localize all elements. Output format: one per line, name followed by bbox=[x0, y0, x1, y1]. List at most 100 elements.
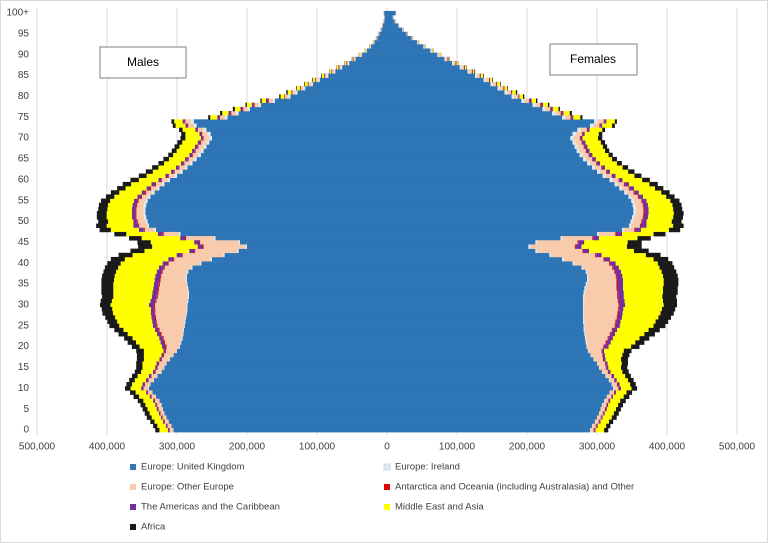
female-bar bbox=[632, 219, 642, 224]
male-bar bbox=[197, 244, 203, 249]
female-bar bbox=[645, 252, 661, 258]
male-bar bbox=[146, 390, 148, 395]
male-bar bbox=[174, 119, 183, 124]
male-bar bbox=[161, 352, 164, 358]
female-bar bbox=[596, 161, 597, 166]
female-bar bbox=[387, 256, 562, 262]
female-bar bbox=[387, 336, 586, 341]
female-bar bbox=[634, 190, 639, 195]
female-bar bbox=[591, 352, 603, 358]
female-bar bbox=[610, 256, 654, 262]
female-bar bbox=[618, 386, 622, 391]
female-bar bbox=[605, 361, 606, 366]
male-bar bbox=[144, 227, 155, 233]
female-bar bbox=[615, 231, 617, 237]
female-bar bbox=[599, 365, 606, 370]
female-bar bbox=[387, 223, 630, 229]
male-bar bbox=[232, 106, 235, 112]
male-bar bbox=[98, 206, 108, 212]
male-bar bbox=[157, 373, 387, 379]
female-bar bbox=[561, 110, 564, 116]
female-bar bbox=[653, 323, 666, 329]
legend-swatch bbox=[130, 464, 136, 470]
male-bar bbox=[171, 169, 174, 174]
male-bar bbox=[187, 306, 387, 312]
male-bar bbox=[153, 398, 155, 404]
male-bar bbox=[157, 231, 163, 237]
male-bar bbox=[162, 415, 163, 420]
male-bar bbox=[198, 152, 201, 158]
male-bar bbox=[156, 315, 186, 320]
male-bar bbox=[135, 215, 137, 220]
female-bar bbox=[600, 123, 603, 128]
female-bar bbox=[641, 219, 643, 224]
male-bar bbox=[124, 386, 131, 391]
male-bar bbox=[158, 281, 160, 287]
female-bar bbox=[432, 48, 434, 53]
male-bar bbox=[182, 119, 185, 124]
male-bar bbox=[155, 306, 187, 312]
male-bar bbox=[145, 169, 153, 174]
male-bar bbox=[168, 156, 186, 162]
male-bar bbox=[180, 340, 182, 345]
male-bar bbox=[142, 382, 145, 387]
male-bar bbox=[155, 273, 161, 279]
male-bar bbox=[338, 65, 339, 70]
female-bar bbox=[619, 302, 626, 308]
females-box bbox=[549, 43, 638, 76]
male-bar bbox=[154, 302, 187, 308]
female-bar bbox=[657, 261, 673, 266]
male-bar bbox=[203, 136, 210, 141]
female-bar bbox=[595, 427, 605, 433]
male-bar bbox=[156, 402, 158, 408]
male-bar bbox=[157, 365, 158, 370]
female-bar bbox=[598, 136, 603, 141]
female-bar bbox=[589, 248, 634, 254]
female-bar bbox=[387, 348, 588, 354]
female-bar bbox=[387, 252, 550, 258]
male-bar bbox=[384, 19, 387, 24]
female-bar bbox=[387, 390, 610, 395]
male-bar bbox=[146, 215, 387, 220]
female-bar bbox=[614, 390, 615, 395]
female-bar bbox=[603, 357, 606, 362]
male-bar bbox=[145, 382, 151, 387]
male-bar bbox=[179, 231, 181, 237]
male-bar bbox=[184, 323, 185, 329]
female-bar bbox=[589, 152, 593, 158]
female-bar bbox=[633, 198, 642, 204]
female-bar bbox=[613, 411, 619, 416]
male-bar bbox=[143, 211, 146, 216]
male-bar bbox=[136, 365, 143, 370]
female-bar bbox=[605, 365, 607, 370]
male-bar bbox=[231, 110, 237, 116]
female-bar bbox=[587, 281, 617, 287]
male-bar bbox=[196, 156, 387, 162]
female-bar bbox=[653, 256, 669, 262]
male-bar bbox=[319, 77, 387, 83]
female-bar bbox=[611, 373, 615, 379]
female-bar bbox=[673, 211, 684, 216]
female-bar bbox=[387, 411, 600, 416]
male-bar bbox=[247, 106, 250, 112]
female-bar bbox=[387, 373, 606, 379]
female-bar bbox=[604, 348, 624, 354]
male-bar bbox=[234, 106, 241, 112]
female-bar bbox=[387, 319, 583, 324]
male-bar bbox=[203, 244, 246, 249]
male-bar bbox=[119, 190, 142, 195]
female-bar bbox=[615, 261, 658, 266]
male-bar bbox=[106, 215, 132, 220]
male-bar bbox=[200, 136, 203, 141]
male-bar bbox=[139, 394, 150, 400]
male-bar bbox=[209, 140, 387, 145]
x-tick-label: 400,000 bbox=[89, 442, 126, 453]
female-bar bbox=[614, 390, 616, 395]
male-bar bbox=[134, 369, 142, 375]
female-bar bbox=[599, 169, 607, 174]
male-bar bbox=[150, 240, 195, 245]
male-bar bbox=[182, 169, 387, 174]
female-bar bbox=[623, 227, 635, 233]
female-bar bbox=[585, 269, 588, 274]
male-bar bbox=[370, 44, 387, 49]
